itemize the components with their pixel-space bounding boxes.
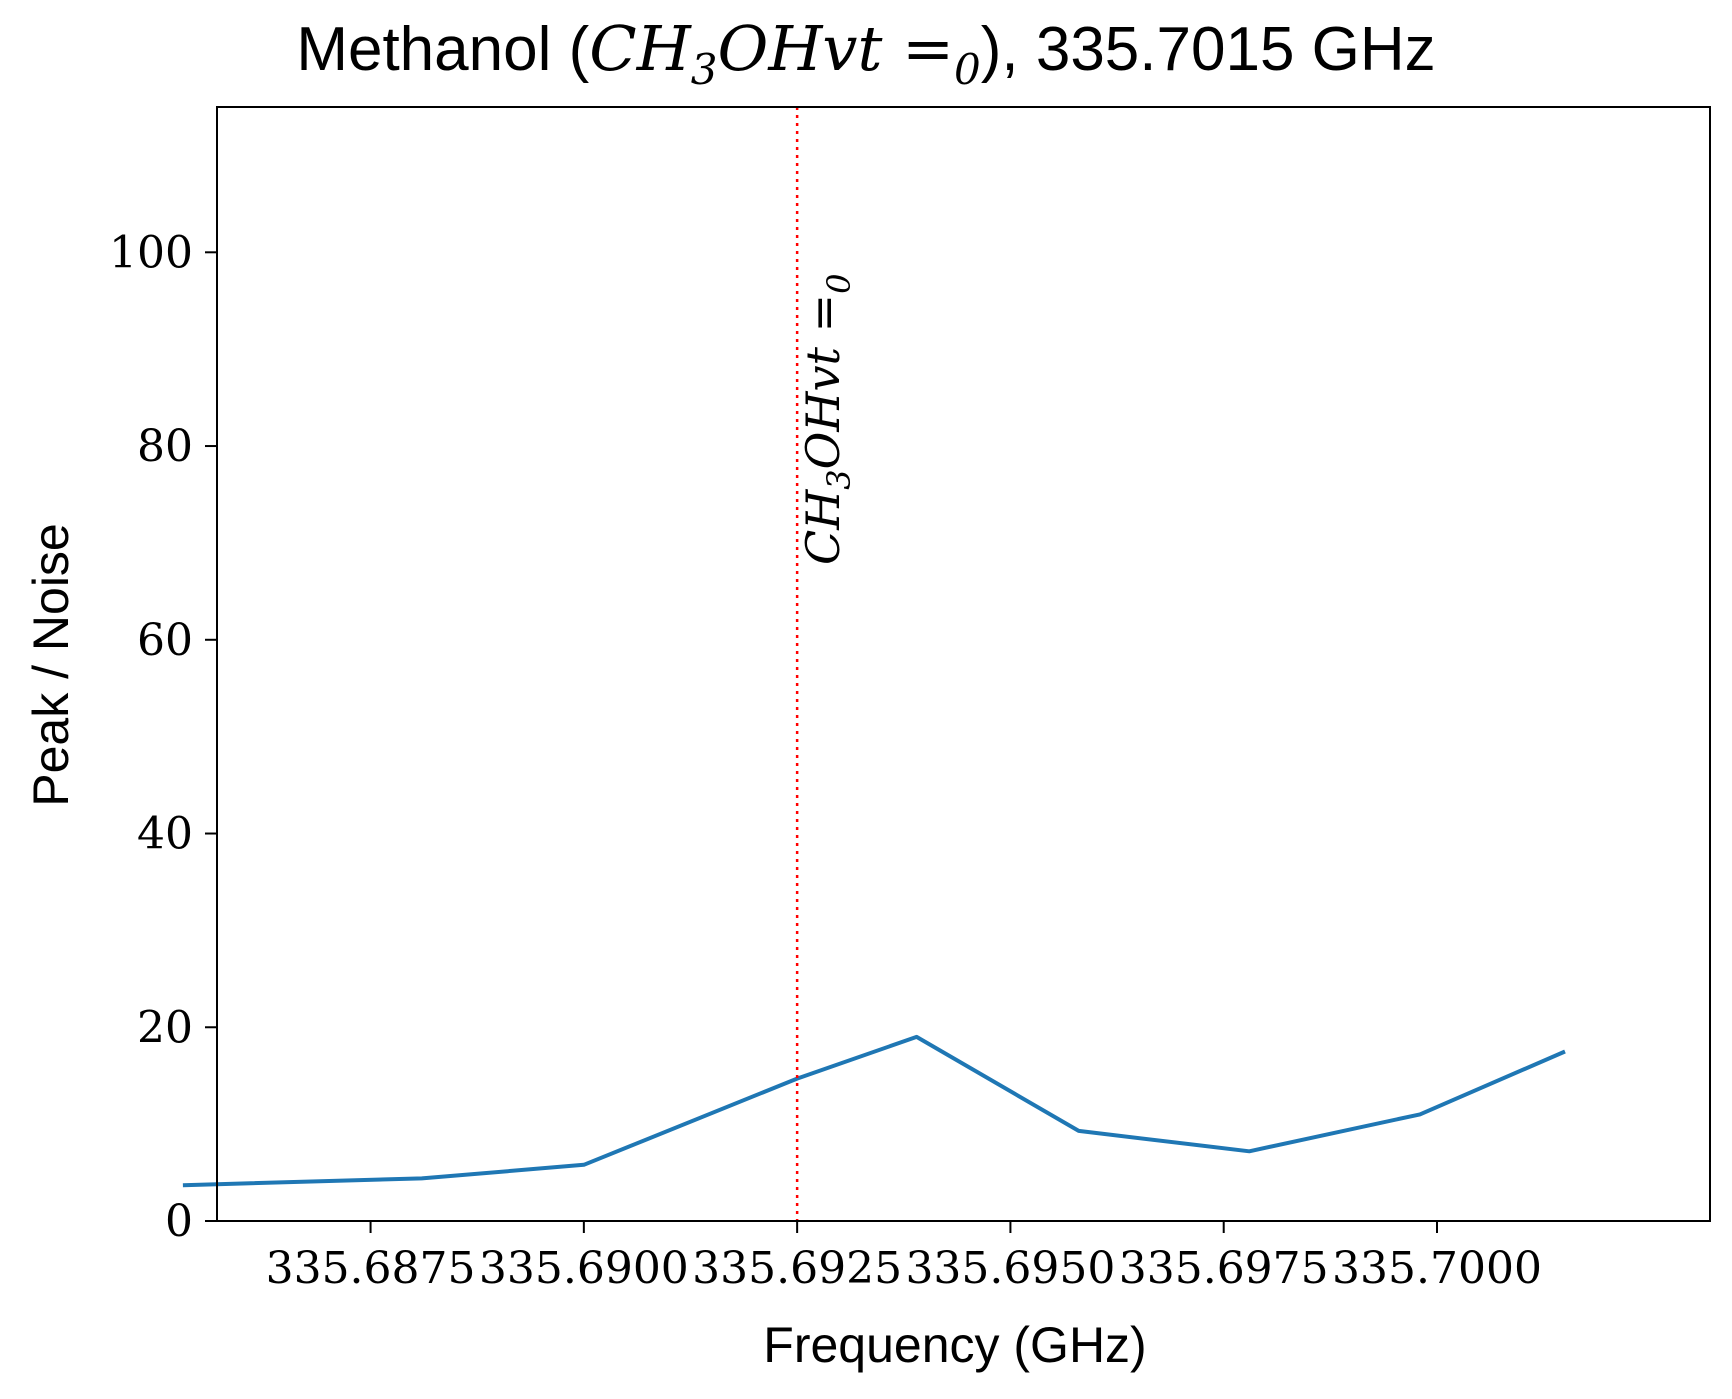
- y-axis-title: Peak / Noise: [23, 523, 79, 806]
- x-tick-label: 335.6950: [905, 1243, 1115, 1294]
- tick-layer: 335.6875 335.6900 335.6925 335.6950 335.6975…: [109, 227, 1542, 1294]
- y-tick-label: 80: [137, 421, 193, 472]
- x-axis-title: Frequency (GHz): [763, 1317, 1146, 1373]
- axes-frame: [216, 106, 1711, 1222]
- x-tick-label: 335.7000: [1332, 1243, 1542, 1294]
- annotation-label-0: CH3OHvt =0: [796, 274, 858, 566]
- y-tick-label: 20: [137, 1002, 193, 1053]
- series-line-0: [182, 1034, 1566, 1188]
- y-tick-label: 40: [137, 809, 193, 860]
- plot-area: CH3OHvt =0: [182, 107, 1566, 1221]
- y-tick-label: 100: [109, 227, 193, 278]
- x-tick-label: 335.6975: [1119, 1243, 1329, 1294]
- x-tick-label: 335.6875: [266, 1243, 476, 1294]
- chart-title: Methanol (CH3OHvt =0), 335.7015 GHz: [296, 12, 1435, 94]
- x-tick-label: 335.6925: [692, 1243, 902, 1294]
- y-tick-label: 0: [165, 1196, 193, 1247]
- y-tick-label: 60: [137, 615, 193, 666]
- x-tick-label: 335.6900: [479, 1243, 689, 1294]
